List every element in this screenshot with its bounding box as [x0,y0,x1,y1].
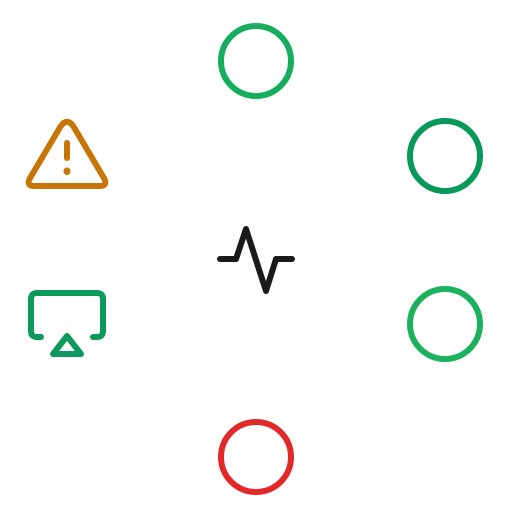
warning-icon [24,118,110,194]
activity-icon [216,223,296,297]
airplay-icon [26,288,108,362]
circle-icon [216,21,296,101]
circle-icon [405,284,485,364]
circle-icon [405,115,485,195]
circle-icon [216,417,296,497]
